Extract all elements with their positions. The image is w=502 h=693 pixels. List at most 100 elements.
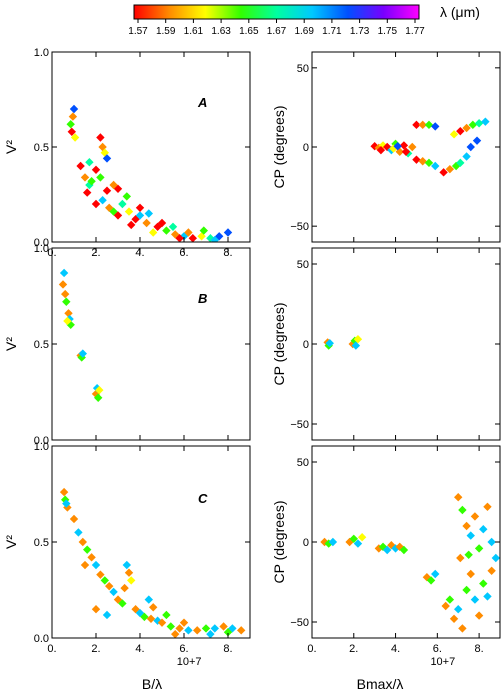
y-axis-label: CP (degrees) [271, 500, 287, 583]
y-tick-label: 0.0 [34, 435, 49, 447]
data-point [431, 569, 440, 579]
x-exponent-label: 10+7 [177, 656, 202, 668]
y-tick-label: 0 [303, 142, 309, 154]
y-tick-label: 0 [303, 339, 309, 351]
data-point [401, 147, 411, 156]
data-point [328, 537, 338, 547]
data-point [171, 629, 180, 638]
data-point [462, 521, 471, 531]
data-point [458, 624, 467, 633]
data-point [454, 493, 463, 502]
data-point [468, 120, 478, 130]
data-point [456, 126, 465, 136]
data-point [466, 569, 475, 579]
data-point [470, 595, 480, 604]
data-point [483, 592, 492, 601]
data-point [376, 145, 386, 155]
data-point [91, 605, 101, 614]
data-point [464, 550, 473, 559]
data-point [68, 112, 78, 121]
y-axis-label: V² [3, 337, 19, 351]
data-point [466, 531, 475, 540]
data-point [78, 537, 87, 547]
data-point [80, 560, 90, 570]
y-tick-label: 1.0 [34, 441, 49, 453]
data-point [487, 537, 496, 547]
y-tick-label: 50 [297, 259, 309, 271]
data-point [142, 218, 151, 228]
panel-letter: A [197, 95, 207, 110]
data-point [462, 585, 471, 595]
data-point [102, 154, 112, 163]
data-point [353, 335, 363, 344]
y-tick-label: 50 [297, 63, 309, 75]
data-point [219, 622, 228, 631]
data-point [188, 234, 197, 242]
colorbar-tick-label: 1.57 [128, 26, 148, 37]
data-point [393, 142, 402, 151]
data-point [351, 341, 361, 350]
data-point [94, 393, 103, 402]
data-point [124, 207, 134, 216]
y-axis-label: V² [3, 535, 19, 549]
data-point [449, 614, 459, 623]
data-point [206, 629, 215, 638]
data-point [135, 211, 145, 220]
data-point [157, 618, 167, 627]
data-point [66, 120, 75, 129]
data-point [462, 152, 471, 161]
data-point [193, 626, 202, 635]
y-tick-label: 0.0 [34, 633, 49, 645]
right-x-axis-label: Bmax/λ [357, 676, 404, 692]
data-point [456, 553, 465, 563]
data-point [426, 576, 436, 585]
data-point [184, 626, 193, 635]
panel-b-cp: −50 0 50 CP (degrees) [271, 247, 501, 441]
x-tick-label: 2. [349, 643, 358, 655]
y-tick-label: −50 [290, 221, 309, 233]
y-tick-label: 0.5 [34, 537, 49, 549]
data-point [74, 528, 83, 537]
data-point [479, 525, 488, 534]
colorbar-gradient [133, 4, 420, 20]
y-tick-label: 0.0 [34, 237, 49, 249]
data-point [449, 130, 459, 139]
x-tick-label: 8. [475, 643, 484, 655]
data-point [353, 539, 363, 548]
data-point [67, 127, 76, 136]
x-tick-label: 6. [179, 643, 188, 655]
data-point [418, 120, 427, 130]
data-point [395, 147, 404, 156]
y-tick-label: 1.0 [34, 47, 49, 59]
data-point [124, 568, 134, 577]
data-point [69, 514, 79, 524]
data-point [487, 566, 496, 575]
data-point [61, 289, 70, 299]
data-point [76, 161, 85, 171]
panel-letter: C [198, 491, 208, 506]
x-tick-label: 4. [391, 643, 400, 655]
data-point [113, 211, 123, 220]
data-point [98, 196, 107, 205]
data-point [166, 622, 175, 631]
data-point [87, 553, 96, 562]
data-point [395, 542, 404, 551]
data-point [118, 599, 127, 608]
data-point [122, 192, 131, 201]
data-point [357, 533, 367, 542]
colorbar-tick-label: 1.61 [184, 26, 204, 37]
colorbar-tick-label: 1.65 [239, 26, 259, 37]
data-point [144, 209, 153, 218]
data-point [63, 316, 72, 326]
data-point [144, 595, 153, 604]
x-tick-label: 2. [91, 643, 100, 655]
y-axis-label: V² [3, 140, 19, 154]
y-tick-label: −50 [290, 419, 309, 431]
y-tick-label: −50 [290, 617, 309, 629]
data-point [83, 545, 92, 554]
data-point [157, 218, 167, 228]
data-point [223, 628, 233, 637]
data-point [96, 570, 105, 579]
y-tick-label: 50 [297, 457, 309, 469]
